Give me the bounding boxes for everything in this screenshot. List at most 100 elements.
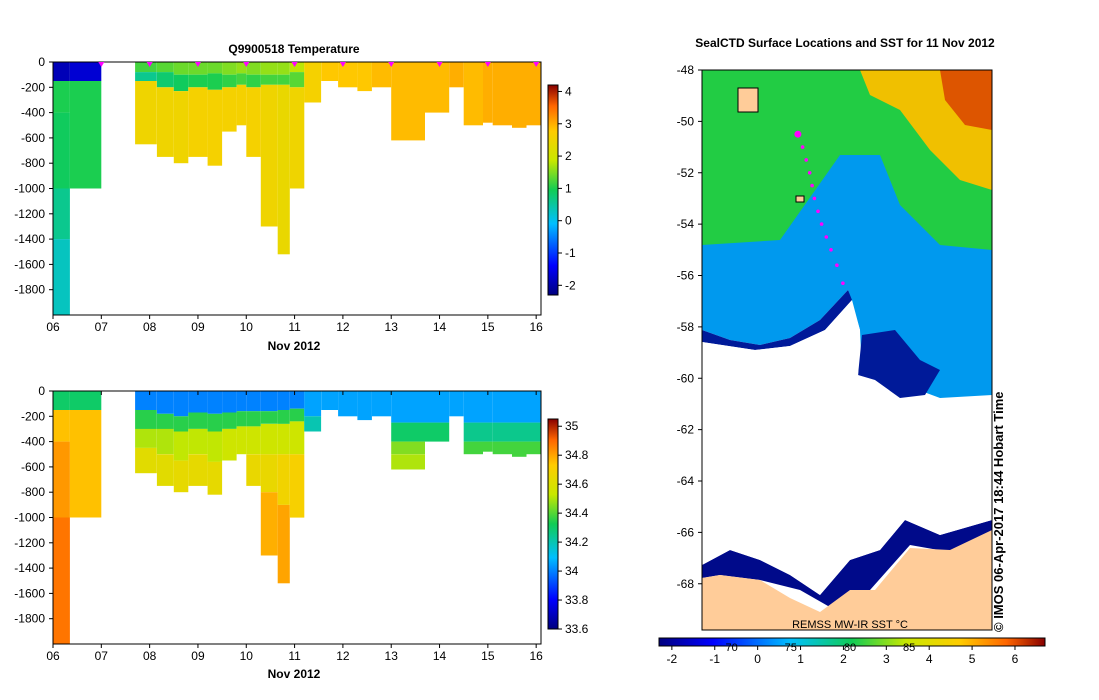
x-tick-label: 08	[143, 320, 157, 334]
profile-cell	[391, 454, 425, 470]
profile-cell	[207, 391, 223, 414]
profile-cell	[277, 423, 290, 455]
y-tick-label: 0	[38, 384, 45, 398]
lat-tick-label: -64	[677, 474, 695, 488]
profile-cell	[449, 391, 464, 417]
profile-cell	[222, 428, 237, 461]
profile-cell	[463, 391, 483, 423]
colorbar-tick-label: 34.4	[565, 506, 589, 520]
profile-cell	[156, 391, 174, 414]
y-tick-label: -1600	[14, 257, 45, 271]
profile-cell	[246, 454, 261, 486]
profile-cell	[173, 416, 189, 432]
profile-cell	[188, 391, 208, 413]
y-tick-label: -800	[21, 156, 45, 170]
profile-cell	[463, 441, 483, 455]
profile-cell	[156, 428, 174, 455]
x-tick-label: 12	[336, 320, 350, 334]
map-colorbar-tick-label: -1	[709, 652, 720, 666]
seal-location	[829, 248, 833, 252]
profile-cell	[188, 62, 208, 75]
profile-cell	[188, 454, 208, 486]
profile-cell	[260, 62, 278, 75]
lat-tick-label: -60	[677, 371, 695, 385]
profile-cell	[173, 391, 189, 417]
colorbar-tick-label: 33.6	[565, 622, 589, 636]
profile-cell	[449, 62, 464, 88]
x-tick-label: 13	[385, 649, 399, 663]
profile-cell	[207, 73, 223, 90]
ice-edge-band	[702, 520, 992, 610]
profile-cell	[135, 391, 157, 410]
profile-cell	[53, 112, 70, 189]
x-tick-label: 14	[433, 320, 447, 334]
profile-cell	[222, 62, 237, 75]
profile-cell	[246, 87, 261, 157]
y-tick-label: -200	[21, 409, 45, 423]
x-tick-label: 16	[529, 320, 543, 334]
y-tick-label: -1000	[14, 511, 45, 525]
profile-cell	[260, 454, 278, 493]
map-colorbar-tick-label: 5	[969, 652, 976, 666]
seal-location	[800, 145, 805, 149]
profile-cell	[173, 91, 189, 164]
map-longitude-labels: 70 75 80 85	[725, 642, 915, 654]
longitude-label: 85	[903, 642, 915, 654]
profile-cell	[425, 422, 450, 442]
y-tick-label: -1000	[14, 182, 45, 196]
profile-cell	[289, 454, 305, 518]
colorbar-tick-label: -2	[565, 278, 576, 292]
profile-cell	[246, 411, 261, 427]
profile-cell	[173, 62, 189, 75]
heard-island	[795, 195, 805, 203]
map-frame	[701, 69, 993, 631]
y-tick-label: -1400	[14, 232, 45, 246]
lat-tick-label: -68	[677, 577, 695, 591]
map-lat-axis: -48 -50 -52 -54 -56 -58 -60 -62 -64 -66 -68	[677, 63, 702, 591]
profile-cell	[483, 422, 493, 442]
profile-cell	[173, 431, 189, 461]
profile-marker	[291, 62, 298, 67]
lat-tick-label: -62	[677, 423, 695, 437]
profile-cell	[69, 391, 102, 410]
colorbar-tick-label: -1	[565, 246, 576, 260]
profile-cell	[135, 410, 157, 429]
profile-cell	[338, 62, 358, 88]
profile-cell	[277, 410, 290, 424]
profile-cell	[53, 410, 70, 442]
y-tick-label: -1800	[14, 283, 45, 297]
x-tick-label: 13	[385, 320, 399, 334]
map-colorbar-tick-label: 3	[883, 652, 890, 666]
colorbar-tick-label: 35	[565, 419, 579, 433]
deep-cold-patch	[858, 330, 940, 398]
profile-cell	[526, 441, 541, 455]
colorbar-tick-label: 34.6	[565, 477, 589, 491]
profile-cell	[425, 391, 450, 423]
x-tick-label: 11	[288, 649, 301, 663]
profile-cell	[260, 391, 278, 412]
longitude-label: 75	[785, 642, 797, 654]
map-colorbar-tick-label: 0	[754, 652, 761, 666]
profile-cell	[207, 431, 223, 462]
temperature-xlabel: Nov 2012	[268, 339, 321, 353]
lat-tick-label: -50	[677, 114, 695, 128]
colorbar-tick-label: 3	[565, 117, 572, 131]
profile-cell	[173, 74, 189, 92]
profile-cell	[492, 422, 512, 442]
profile-cell	[289, 62, 305, 73]
profile-cell	[135, 62, 157, 73]
lat-tick-label: -58	[677, 320, 695, 334]
profile-cell	[156, 87, 174, 157]
y-tick-label: -800	[21, 485, 45, 499]
y-tick-label: -200	[21, 80, 45, 94]
profile-cell	[53, 391, 70, 410]
profile-cell	[236, 84, 247, 126]
x-tick-label: 10	[240, 649, 254, 663]
seal-location	[819, 222, 824, 226]
profile-cell	[483, 62, 493, 123]
profile-cell	[236, 391, 247, 412]
profile-cell	[260, 84, 278, 227]
x-tick-label: 06	[46, 320, 60, 334]
profile-cell	[492, 441, 512, 455]
temperature-colorbar-ticks: -2 -1 0 1 2 3 4	[558, 84, 576, 292]
